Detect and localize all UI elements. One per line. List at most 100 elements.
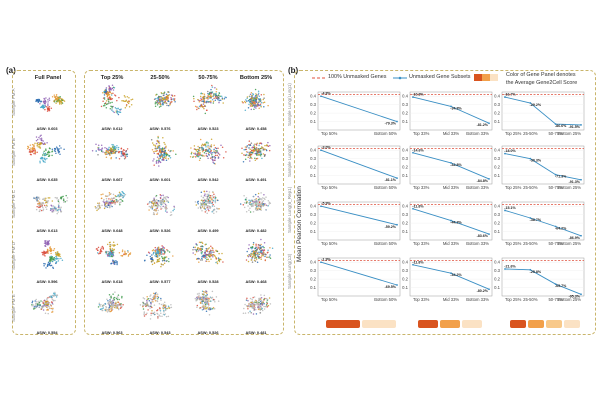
asw-score-r1-c4: ASW: 0.523 bbox=[197, 126, 219, 131]
legend-note-line1: Color of Gene Panel denotes bbox=[506, 72, 576, 78]
x-tick-label: Bottom 50% bbox=[374, 297, 397, 302]
asw-score-r4-c5: ASW: 0.468 bbox=[245, 279, 267, 284]
y-tick-label: 0.1 bbox=[494, 173, 500, 178]
data-point bbox=[504, 268, 506, 270]
y-tick-label: 0.3 bbox=[494, 268, 500, 273]
data-label: -5.9% bbox=[321, 202, 331, 206]
data-point bbox=[529, 157, 532, 160]
plot-area bbox=[409, 257, 493, 297]
series-line bbox=[320, 261, 398, 286]
umap-plot-r3-c3 bbox=[146, 193, 176, 216]
y-tick-label: 0.1 bbox=[402, 173, 408, 178]
umap-plot-r3-c5 bbox=[239, 192, 272, 213]
data-point bbox=[504, 209, 506, 212]
y-tick-label: 0.1 bbox=[402, 285, 408, 290]
x-tick-label: Top 50% bbox=[321, 241, 338, 246]
umap-plot-r5-c2 bbox=[97, 291, 124, 313]
umap-plot-r4-c1 bbox=[41, 239, 64, 270]
data-label: -30.3% bbox=[530, 159, 542, 163]
chart-r4-c3: 0.4 0.3 0.2 0.1 -21.6% -25.8% -65.7% -95.3% Top … bbox=[494, 257, 585, 302]
x-tick-label: Bottom 25% bbox=[558, 131, 581, 136]
y-tick-label: 0.3 bbox=[310, 268, 316, 273]
umap-plot-r4-c5 bbox=[245, 238, 274, 264]
umap-plot-r3-c2 bbox=[94, 190, 127, 212]
y-tick-label: 0.3 bbox=[402, 212, 408, 217]
x-tick-label: Bottom 25% bbox=[558, 241, 581, 246]
y-tick-label: 0.2 bbox=[402, 111, 408, 116]
y-tick-label: 0.4 bbox=[402, 260, 408, 265]
y-tick-label: 0.3 bbox=[494, 156, 500, 161]
data-point bbox=[554, 225, 557, 228]
asw-score-r2-c1: ASW: 0.635 bbox=[36, 177, 58, 182]
asw-score-r4-c4: ASW: 0.528 bbox=[197, 279, 219, 284]
y-tick-label: 0.4 bbox=[402, 148, 408, 153]
asw-score-r3-c4: ASW: 0.499 bbox=[197, 228, 219, 233]
bar-col1-bottom bbox=[362, 320, 396, 328]
data-point bbox=[529, 217, 532, 219]
data-label: -64.2% bbox=[555, 226, 567, 230]
x-tick-label: Top 50% bbox=[321, 185, 338, 190]
x-tick-label: Bottom 33% bbox=[466, 131, 489, 136]
subset-panel-frame bbox=[84, 70, 284, 335]
x-tick-label: Mid 33% bbox=[443, 131, 460, 136]
y-tick-label: 0.1 bbox=[494, 119, 500, 124]
legend-note-line2: the Average Gene2Cell Score bbox=[506, 80, 578, 86]
data-point bbox=[450, 161, 452, 164]
y-tick-label: 0.3 bbox=[402, 268, 408, 273]
y-tick-label: 0.4 bbox=[310, 204, 316, 209]
data-point bbox=[450, 105, 452, 108]
y-tick-label: 0.3 bbox=[402, 102, 408, 107]
data-label: -15.1% bbox=[504, 206, 516, 210]
data-point bbox=[320, 205, 322, 208]
asw-score-r2-c3: ASW: 0.601 bbox=[149, 177, 171, 182]
correlation-panel-frame bbox=[294, 70, 596, 335]
x-tick-label: 50-75% bbox=[548, 131, 563, 136]
data-label: -80.2% bbox=[477, 289, 489, 293]
asw-score-r4-c2: ASW: 0.618 bbox=[101, 279, 123, 284]
data-label: -59.2% bbox=[385, 225, 397, 229]
legend-color-light bbox=[490, 74, 498, 81]
series-line bbox=[320, 205, 398, 226]
umap-plot-r5-c1 bbox=[31, 291, 59, 315]
x-tick-label: Top 25% bbox=[505, 131, 522, 136]
data-point bbox=[580, 124, 582, 126]
asw-score-r5-c4: ASW: 0.526 bbox=[197, 330, 219, 335]
chart-r3-c2: 0.4 0.3 0.2 0.1 -11.8% -44.3% -83.6% Top 33% Mid… bbox=[402, 201, 493, 246]
bar-col2-top bbox=[418, 320, 438, 328]
data-label: -83.6% bbox=[477, 234, 489, 238]
data-label: -86.6% bbox=[555, 124, 567, 128]
data-point bbox=[488, 233, 490, 235]
asw-score-r5-c5: ASW: 0.481 bbox=[245, 330, 267, 335]
chart-r2-c1: 0.4 0.3 0.2 0.1 -3.0% -81.1% Top 50% Bottom 50% bbox=[310, 145, 401, 190]
data-label: -65.7% bbox=[555, 284, 567, 288]
y-tick-label: 0.4 bbox=[402, 204, 408, 209]
x-tick-label: 25-50% bbox=[523, 185, 538, 190]
x-tick-label: Top 50% bbox=[321, 297, 338, 302]
y-tick-label: 0.3 bbox=[402, 156, 408, 161]
data-label: -4.8% bbox=[321, 92, 331, 96]
y-tick-label: 0.4 bbox=[494, 94, 500, 99]
data-label: -10.8% bbox=[412, 93, 424, 97]
col-header-bottom25: Bottom 25% bbox=[239, 75, 273, 81]
data-label: -34.2% bbox=[450, 273, 462, 277]
x-tick-label: Mid 33% bbox=[443, 241, 460, 246]
plot-area bbox=[317, 91, 401, 131]
data-label: -91.5% bbox=[569, 125, 581, 129]
series-line bbox=[504, 96, 582, 126]
y-tick-label: 0.2 bbox=[402, 277, 408, 282]
x-tick-label: Mid 33% bbox=[443, 297, 460, 302]
asw-score-r4-c1: ASW: 0.596 bbox=[36, 279, 58, 284]
legend-color-mid bbox=[482, 74, 490, 81]
data-label: -16.7% bbox=[504, 93, 516, 97]
x-tick-label: Bottom 50% bbox=[374, 185, 397, 190]
legend-line-swatch bbox=[393, 76, 407, 80]
plot-area bbox=[317, 145, 401, 185]
data-label: -44.3% bbox=[450, 221, 462, 225]
y-tick-label: 0.4 bbox=[310, 148, 316, 153]
bar-col1-top bbox=[326, 320, 360, 328]
x-tick-label: Bottom 25% bbox=[558, 297, 581, 302]
asw-score-r5-c2: ASW: 0.563 bbox=[101, 330, 123, 335]
legend-reference-swatch bbox=[312, 77, 326, 79]
umap-plot-r2-c1 bbox=[26, 134, 65, 164]
x-tick-label: Bottom 25% bbox=[558, 185, 581, 190]
